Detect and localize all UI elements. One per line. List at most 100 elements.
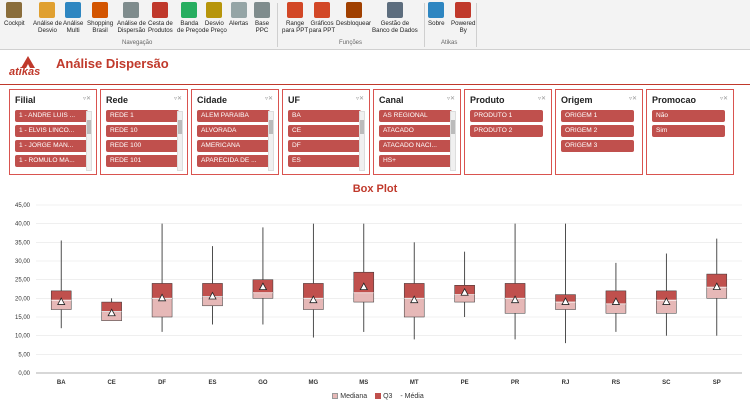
ribbon-button-database[interactable]: Gestão de Banco de Dados: [372, 2, 418, 34]
mean-marker: [410, 295, 419, 304]
slicer-uf: UF ▿✕ BA CE DF ES: [282, 89, 370, 175]
slicer-item[interactable]: 1 - ROMULO MA...: [15, 155, 88, 167]
atikas-logo-icon: [455, 2, 472, 18]
slicer-item[interactable]: ORIGEM 3: [561, 140, 634, 152]
slicer-item[interactable]: APARECIDA DE ...: [197, 155, 270, 167]
slicer-origem: Origem ▿✕ ORIGEM 1 ORIGEM 2 ORIGEM 3: [555, 89, 643, 175]
slicer-item[interactable]: 1 - ELVIS LINCO...: [15, 125, 88, 137]
slicer-item[interactable]: ORIGEM 1: [561, 110, 634, 122]
slicer-item[interactable]: HS+: [379, 155, 452, 167]
ribbon-button-money[interactable]: Banda de Preço: [177, 2, 202, 34]
ribbon-button-home[interactable]: Cockpit: [4, 2, 25, 27]
ribbon-button-globe[interactable]: Análise Multi: [63, 2, 83, 34]
database-icon: [386, 2, 403, 18]
slicer-title: Canal: [379, 95, 404, 105]
mean-marker: [510, 295, 520, 304]
slicer-scrollbar[interactable]: [450, 111, 456, 171]
globe-icon: [65, 2, 82, 18]
ppt-chart-icon: [314, 2, 331, 18]
mean-marker: [157, 293, 167, 302]
ribbon-button-doc[interactable]: Base PPC: [254, 2, 270, 34]
slicer-item[interactable]: REDE 10: [106, 125, 179, 137]
ribbon-button-label: Shopping Brasil: [87, 20, 114, 34]
scrollbar-thumb[interactable]: [87, 120, 91, 134]
header-divider: [0, 84, 750, 85]
slicer-item[interactable]: ORIGEM 2: [561, 125, 634, 137]
ribbon-button-info[interactable]: Sobre: [428, 2, 445, 27]
scrollbar-thumb[interactable]: [451, 120, 455, 134]
cubes-icon: [39, 2, 56, 18]
slicer-title: Origem: [561, 95, 593, 105]
slicer-item[interactable]: BA: [288, 110, 361, 122]
slicer-scrollbar[interactable]: [268, 111, 274, 171]
slicer-scrollbar[interactable]: [86, 111, 92, 171]
ribbon-button-cubes[interactable]: Análise de Desvio: [33, 2, 62, 34]
slicer-item[interactable]: AS REGIONAL: [379, 110, 452, 122]
ribbon-button-atikas-logo[interactable]: Powered By: [451, 2, 475, 34]
slicer-item[interactable]: CE: [288, 125, 361, 137]
mean-marker: [107, 308, 116, 317]
clear-filter-icon[interactable]: ▿✕: [82, 96, 91, 102]
slicer-item[interactable]: AMERICANA: [197, 140, 270, 152]
slicer-item[interactable]: PRODUTO 2: [470, 125, 543, 137]
clear-filter-icon[interactable]: ▿✕: [628, 96, 637, 102]
mean-marker: [309, 295, 318, 304]
x-tick-label: PE: [461, 380, 469, 386]
slicer-item[interactable]: DF: [288, 140, 361, 152]
clear-filter-icon[interactable]: ▿✕: [173, 96, 182, 102]
slicer-item[interactable]: ES: [288, 155, 361, 167]
clear-filter-icon[interactable]: ▿✕: [264, 96, 273, 102]
slicer-scrollbar[interactable]: [177, 111, 183, 171]
ribbon-separator: [476, 3, 477, 47]
ribbon-button-scales[interactable]: Desvio de Preço: [202, 2, 227, 34]
ribbon-button-cart[interactable]: Shopping Brasil: [87, 2, 113, 34]
ribbon-button-ppt[interactable]: Range para PPT: [282, 2, 308, 34]
slicer-title: Filial: [15, 95, 36, 105]
slicer-item[interactable]: Não: [652, 110, 725, 122]
slicer-rede: Rede ▿✕ REDE 1 REDE 10 REDE 100 REDE 101: [100, 89, 188, 175]
scrollbar-thumb[interactable]: [178, 120, 182, 134]
x-tick-label: CE: [107, 380, 115, 386]
cart-icon: [92, 2, 109, 18]
slicer-item[interactable]: PRODUTO 1: [470, 110, 543, 122]
slicer-item[interactable]: ATACADO: [379, 125, 452, 137]
mean-marker: [57, 297, 66, 305]
clear-filter-icon[interactable]: ▿✕: [537, 96, 546, 102]
money-icon: [181, 2, 198, 18]
clear-filter-icon[interactable]: ▿✕: [446, 96, 455, 102]
ribbon-button-label: Powered By: [451, 20, 476, 34]
ribbon-button-label: Cesta de Produtos: [148, 20, 173, 34]
x-tick-label: PR: [511, 380, 520, 386]
slicer-item[interactable]: ATACADO NACI...: [379, 140, 452, 152]
ribbon-button-ppt-chart[interactable]: Gráficos para PPT: [309, 2, 335, 34]
legend-label-q3: Q3: [383, 393, 393, 400]
slicer-item[interactable]: ALEM PARAIBA: [197, 110, 270, 122]
slicer-title: Promocao: [652, 95, 697, 105]
slicer-item[interactable]: ALVORADA: [197, 125, 270, 137]
slicer-item[interactable]: 1 - JORGE MAN...: [15, 140, 88, 152]
clear-filter-icon[interactable]: ▿✕: [355, 96, 364, 102]
ribbon-button-chart-bars[interactable]: Análise de Dispersão: [117, 2, 146, 34]
slicer-item[interactable]: 1 - ANDRE LUIS ...: [15, 110, 88, 122]
ribbon-separator: [424, 3, 425, 47]
scrollbar-thumb[interactable]: [269, 120, 273, 134]
slicer-scrollbar[interactable]: [359, 111, 365, 171]
ribbon-button-alert-doc[interactable]: Alertas: [229, 2, 248, 27]
ribbon-group-label: Funções: [339, 40, 363, 46]
scales-icon: [206, 2, 223, 18]
unlock-icon: [345, 2, 362, 18]
ribbon-button-unlock[interactable]: Desbloquear: [336, 2, 371, 27]
slicer-title: Cidade: [197, 95, 228, 105]
y-tick-label: 30,00: [15, 259, 31, 265]
slicer-item[interactable]: REDE 100: [106, 140, 179, 152]
x-tick-label: SP: [713, 380, 721, 386]
slicer-item[interactable]: Sim: [652, 125, 725, 137]
clear-filter-icon[interactable]: ▿✕: [719, 96, 728, 102]
x-tick-label: BA: [57, 380, 66, 386]
x-tick-label: DF: [158, 380, 166, 386]
slicer-item[interactable]: REDE 1: [106, 110, 179, 122]
scrollbar-thumb[interactable]: [360, 120, 364, 134]
x-tick-label: ES: [208, 380, 216, 386]
slicer-item[interactable]: REDE 101: [106, 155, 179, 167]
ribbon-button-basket[interactable]: Cesta de Produtos: [148, 2, 173, 34]
